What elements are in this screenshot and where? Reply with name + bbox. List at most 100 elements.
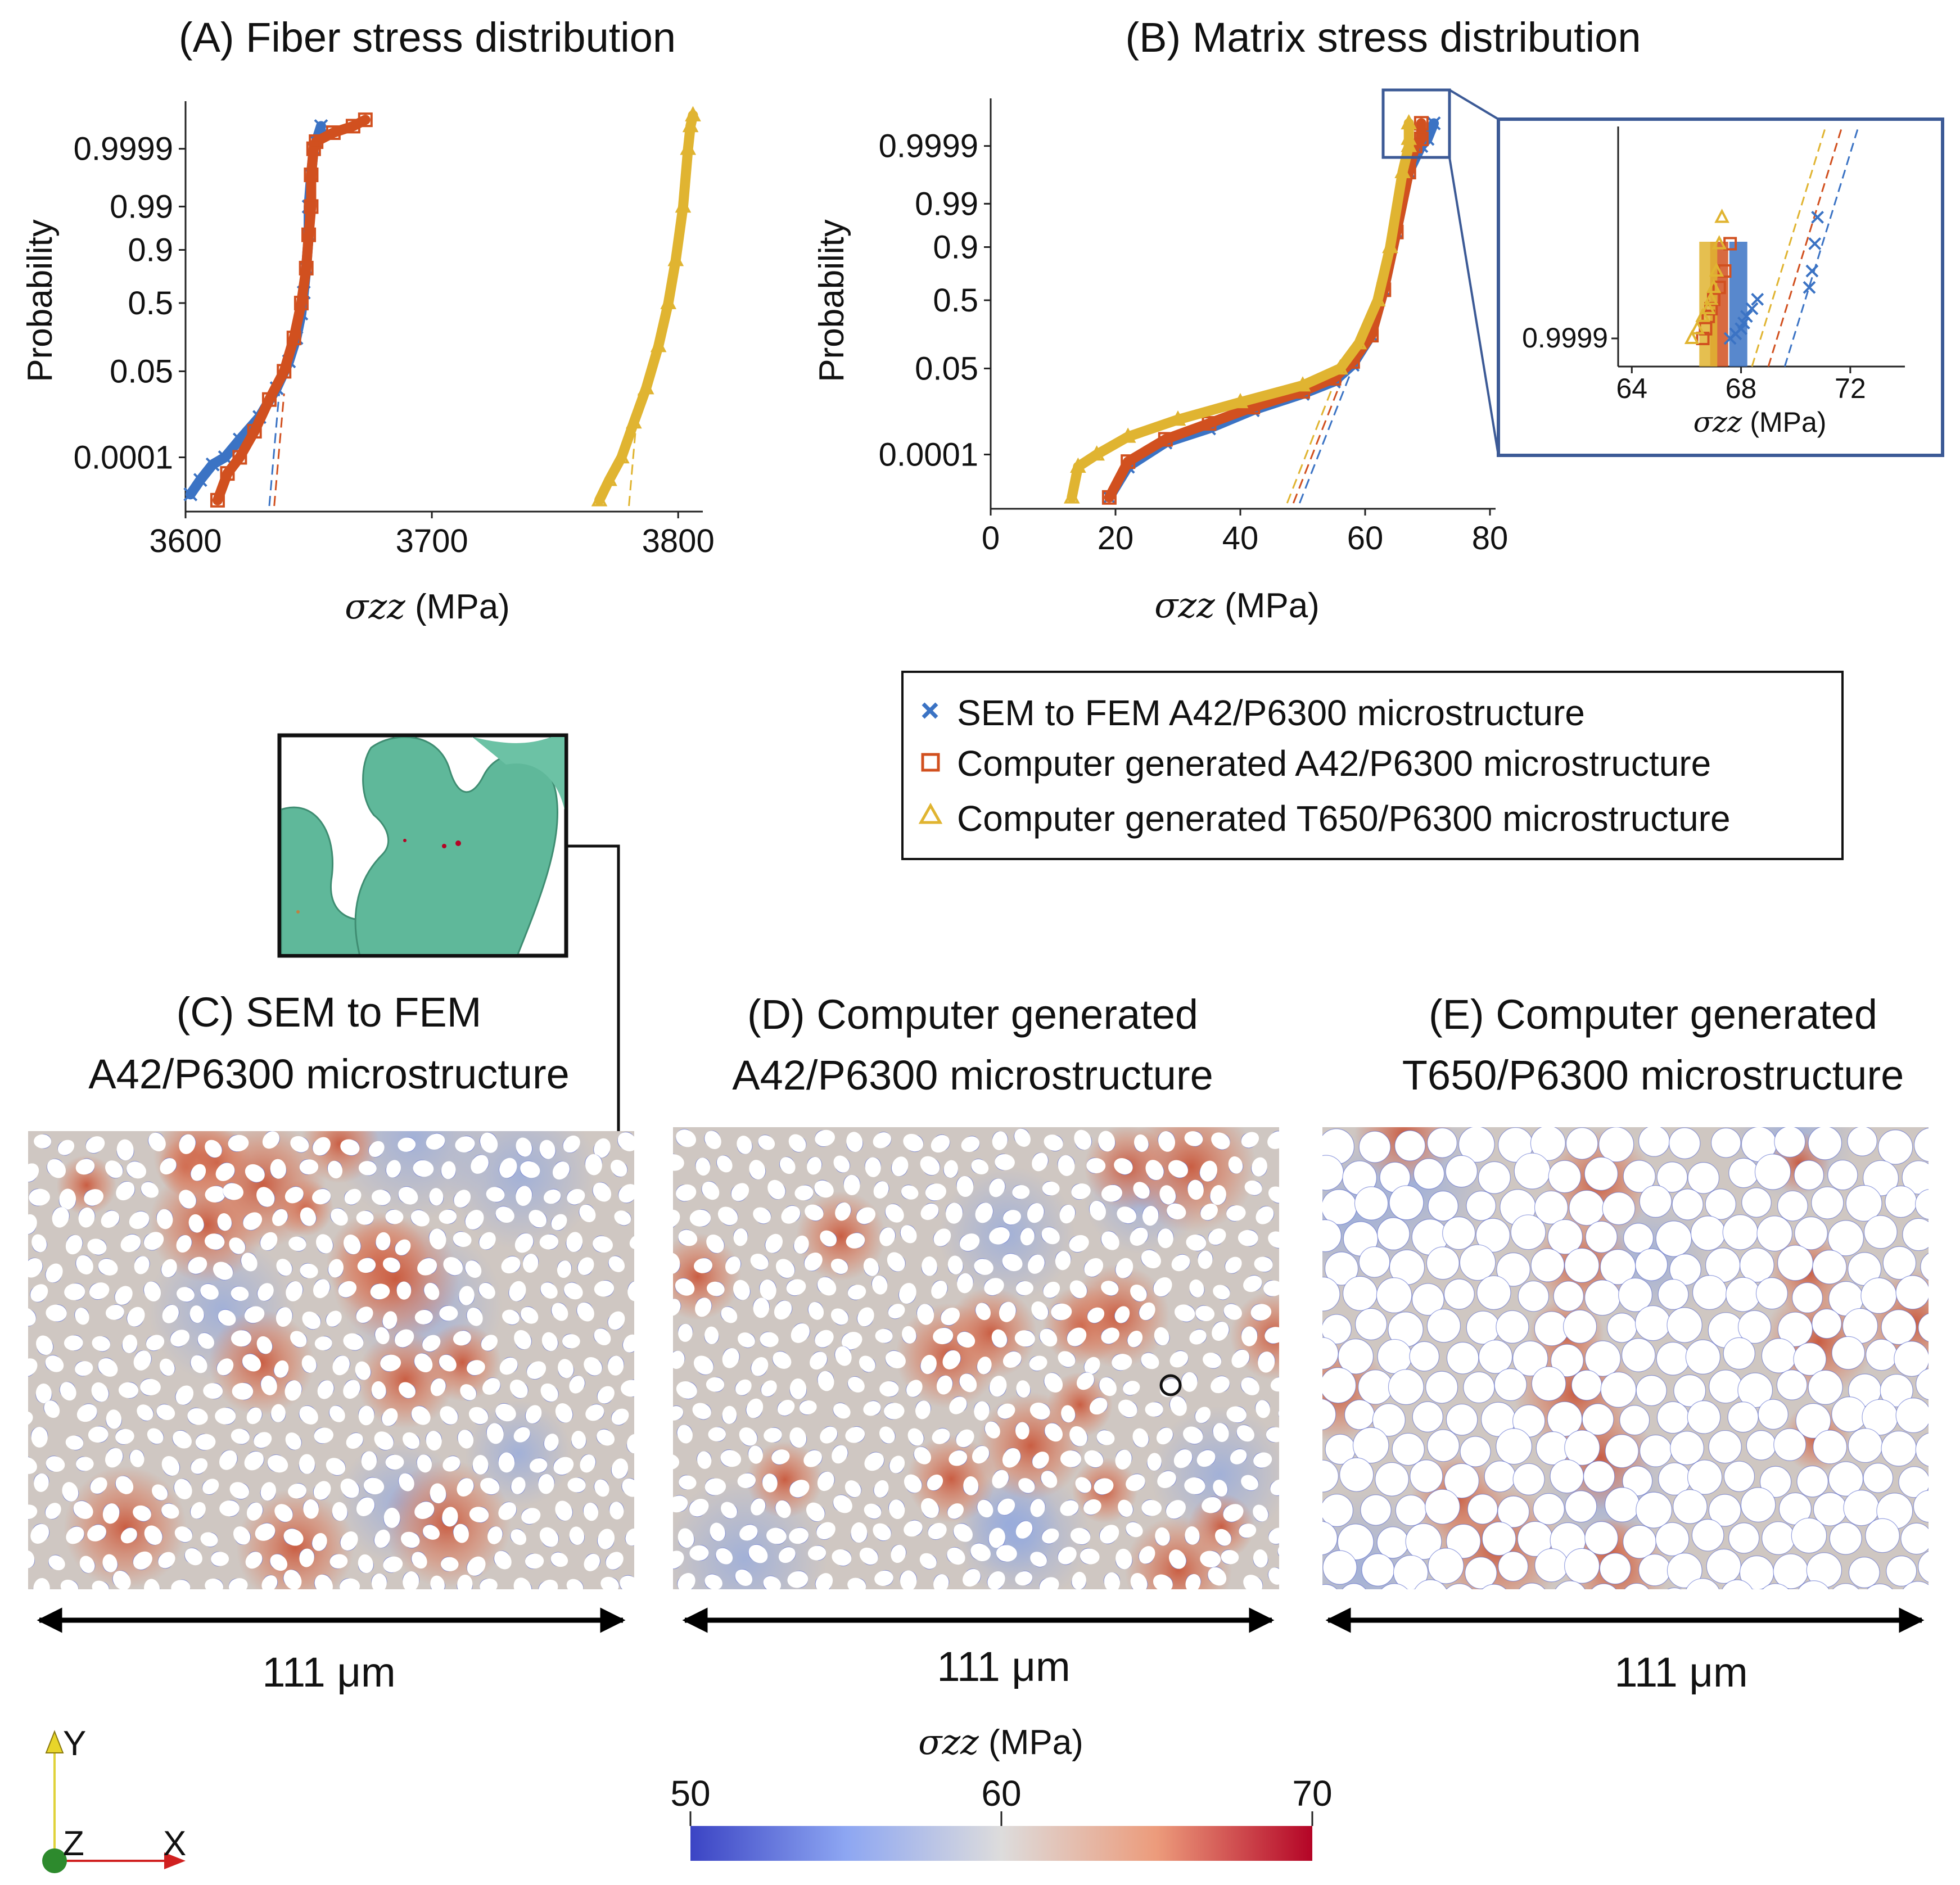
fiber-cross-section-body xyxy=(760,1279,776,1300)
fiber-cross-section-body xyxy=(28,1358,38,1377)
fiber-cross-section-body xyxy=(140,1378,161,1396)
fiber-cross-section xyxy=(1607,1313,1637,1343)
fiber-cross-section xyxy=(1446,1524,1481,1559)
fiber-cross-section xyxy=(1591,1583,1616,1589)
fiber-cross-section xyxy=(660,1432,674,1449)
fiber-cross-section-body xyxy=(820,1426,838,1444)
fiber-cross-section-body xyxy=(650,1574,667,1593)
fiber-cross-section xyxy=(1599,1553,1631,1585)
fiber-cross-section-body xyxy=(632,1549,656,1574)
fiber-cross-section-body xyxy=(205,1578,224,1589)
fiber-cross-section xyxy=(1759,1466,1792,1498)
b-point-s2-13 xyxy=(1401,129,1417,145)
fiber-cross-section xyxy=(653,1328,668,1341)
fiber-cross-section-body xyxy=(1114,1306,1130,1323)
fiber-cross-section xyxy=(1285,1450,1299,1463)
fiber-cross-section xyxy=(1358,1131,1391,1163)
fiber-cross-section xyxy=(1344,1399,1375,1430)
fiber-cross-section-body xyxy=(1244,1180,1262,1195)
fiber-cross-section-body xyxy=(1223,1304,1242,1320)
fiber-cross-section-body xyxy=(1203,1353,1222,1368)
fiber-cross-section-body xyxy=(444,1601,465,1617)
fiber-cross-section-body xyxy=(917,1304,934,1325)
fiber-cross-section xyxy=(1762,1583,1789,1589)
a-point-s1-8 xyxy=(299,260,314,275)
fiber-cross-section-body xyxy=(989,1178,1005,1197)
chart-b-data-points xyxy=(1063,114,1441,505)
fiber-cross-section-body xyxy=(424,1282,440,1300)
fiber-cross-section-body xyxy=(98,1358,118,1377)
fiber-cross-section-body xyxy=(417,1454,432,1473)
b-series-band-2 xyxy=(1067,118,1414,503)
fiber-cross-section-body xyxy=(429,1188,444,1206)
fiber-cross-section-body xyxy=(1101,1281,1119,1296)
fiber-cross-section-body xyxy=(152,1484,168,1500)
fiber-cross-section-body xyxy=(563,1135,580,1153)
fiber-cross-section xyxy=(1902,1218,1929,1251)
b-point-s2-6 xyxy=(1294,376,1311,392)
fiber-cross-section-body xyxy=(242,1354,261,1372)
fiber-cross-section-body xyxy=(1099,1525,1119,1544)
fiber-cross-section-body xyxy=(454,1190,471,1208)
fiber-cross-section xyxy=(1894,1341,1929,1377)
fiber-cross-section-body xyxy=(1270,1377,1279,1392)
fiber-cross-section xyxy=(1882,1246,1917,1280)
fiber-cross-section-body xyxy=(835,1346,852,1366)
fiber-cross-section-body xyxy=(313,1279,330,1299)
fiber-cross-section-body xyxy=(272,1209,288,1226)
fiber-cross-section xyxy=(528,1607,542,1619)
fiber-cross-section-body xyxy=(1211,1132,1230,1150)
inset-point-comp_t650-5 xyxy=(1706,279,1722,293)
fiber-cross-section-body xyxy=(1221,1550,1239,1565)
fiber-cross-section-body xyxy=(900,1225,917,1244)
fiber-cross-section xyxy=(1496,1428,1533,1465)
fiber-cross-section-body xyxy=(920,1203,939,1220)
fiber-cross-section-body xyxy=(832,1445,848,1464)
fiber-cross-section-body xyxy=(956,1176,974,1197)
fiber-cross-section-body xyxy=(260,1232,278,1251)
fiber-cross-section-body xyxy=(147,1428,164,1444)
panel-e-stress-field xyxy=(1322,1127,1929,1589)
fiber-cross-section xyxy=(1639,1434,1672,1467)
fiber-cross-section-body xyxy=(632,1353,656,1378)
fiber-cross-section-body xyxy=(132,1598,151,1615)
fiber-cross-section xyxy=(1569,1190,1605,1226)
fiber-cross-section xyxy=(1623,1525,1656,1559)
fiber-cross-section-body xyxy=(1156,1427,1173,1445)
fiber-cross-section-body xyxy=(914,1446,931,1464)
fiber-cross-section xyxy=(1377,1217,1410,1250)
inset-point-comp_t650-1 xyxy=(1690,320,1705,334)
fiber-cross-section-body xyxy=(1282,1497,1307,1522)
panel-d-stress-field xyxy=(673,1127,1307,1618)
fiber-cross-section xyxy=(1519,1583,1546,1589)
fiber-cross-section-body xyxy=(430,1483,446,1504)
fiber-cross-section xyxy=(1726,1277,1761,1312)
fiber-cross-section-body xyxy=(696,1158,711,1176)
fiber-cross-section xyxy=(1618,1277,1652,1312)
fiber-cross-section-body xyxy=(1279,1306,1301,1328)
fiber-cross-section-body xyxy=(243,1212,263,1230)
fiber-cross-section-body xyxy=(957,1273,973,1294)
fiber-cross-section-body xyxy=(189,1305,204,1323)
fiber-cross-section-body xyxy=(34,1473,49,1492)
fiber-cross-section-body xyxy=(774,1300,792,1320)
a-point-s2-4 xyxy=(638,379,654,395)
fiber-cross-section-body xyxy=(331,1208,348,1226)
fiber-cross-section-body xyxy=(931,1134,950,1153)
fiber-cross-section xyxy=(1793,1342,1827,1376)
b-ytick-label: 0.9 xyxy=(933,229,978,265)
fiber-cross-section xyxy=(1202,1604,1217,1618)
fiber-cross-section-body xyxy=(144,1525,162,1545)
fiber-cross-section-body xyxy=(101,1210,120,1228)
a-point-s2-7 xyxy=(667,251,684,266)
inset-point-sem-7 xyxy=(1803,281,1816,294)
fiber-cross-section-body xyxy=(189,1593,211,1616)
fiber-cross-section-body xyxy=(286,1281,303,1301)
fiber-cross-section-body xyxy=(162,1304,179,1323)
fiber-cross-section-body xyxy=(673,1454,680,1470)
fiber-cross-section-body xyxy=(102,1554,118,1572)
fiber-cross-section-body xyxy=(1253,1504,1268,1522)
fiber-cross-section-body xyxy=(1268,1186,1279,1203)
fiber-cross-section xyxy=(1656,1341,1690,1376)
fiber-cross-section-body xyxy=(411,1406,431,1425)
